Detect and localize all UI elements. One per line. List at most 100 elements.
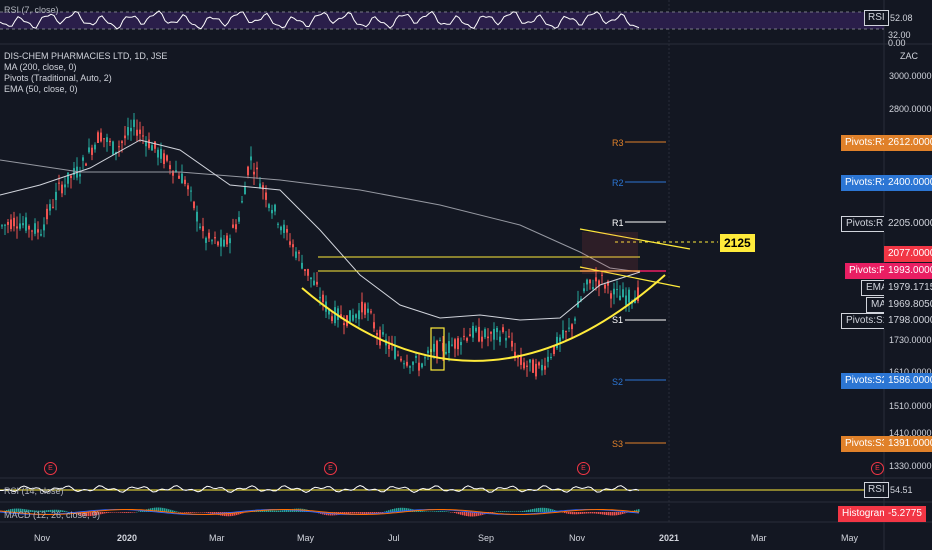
- candle-body: [265, 192, 267, 200]
- event-icon[interactable]: E: [44, 462, 57, 475]
- macd-histogram-bar: [194, 512, 196, 513]
- macd-histogram-bar: [634, 510, 636, 512]
- macd-histogram-bar: [584, 512, 586, 514]
- macd-histogram-bar: [40, 510, 42, 512]
- candle-body: [484, 329, 486, 338]
- macd-histogram-bar: [130, 512, 132, 513]
- candle-body: [4, 224, 6, 226]
- candle-body: [19, 223, 21, 229]
- event-icon[interactable]: E: [324, 462, 337, 475]
- macd-histogram-bar: [562, 512, 564, 513]
- macd-histogram-bar: [602, 512, 604, 515]
- macd-histogram-bar: [198, 512, 200, 513]
- last-price-tag: 2077.0000: [884, 246, 932, 262]
- candle-body: [595, 277, 597, 282]
- macd-histogram-bar: [46, 510, 48, 512]
- annotation-2125[interactable]: 2125: [720, 234, 755, 252]
- candle-body: [379, 329, 381, 346]
- rsi-line: [0, 10, 640, 30]
- macd-histogram-bar: [48, 510, 50, 512]
- macd-histogram-bar: [20, 508, 22, 512]
- candle-body: [178, 175, 180, 179]
- candle-body: [583, 288, 585, 292]
- macd-histogram-bar: [568, 512, 570, 514]
- macd-histogram-bar: [26, 509, 28, 512]
- bottom-rsi-value: 54.51: [890, 485, 913, 495]
- candle-body: [109, 140, 111, 143]
- event-icon[interactable]: E: [871, 462, 884, 475]
- top-rsi-value: 52.08: [890, 13, 913, 23]
- candle-body: [277, 223, 279, 225]
- macd-histogram-bar: [90, 512, 92, 517]
- macd-histogram-bar: [476, 512, 478, 517]
- candle-body: [496, 328, 498, 333]
- macd-histogram-bar: [494, 511, 496, 513]
- macd-histogram-bar: [518, 511, 520, 512]
- macd-histogram-bar: [390, 509, 392, 512]
- signal-line: [0, 509, 640, 515]
- candle-body: [562, 329, 564, 339]
- pivot-s1-tag: Pivots:S1: [841, 313, 894, 329]
- candle-body: [514, 351, 516, 359]
- event-icon[interactable]: E: [577, 462, 590, 475]
- candle-body: [331, 316, 333, 321]
- macd-histogram-bar: [140, 510, 142, 512]
- candle-body: [166, 155, 168, 161]
- candle-body: [49, 204, 51, 211]
- macd-histogram-bar: [170, 509, 172, 512]
- candle-body: [490, 332, 492, 334]
- macd-histogram-bar: [138, 511, 140, 512]
- macd-histogram-bar: [196, 512, 198, 513]
- candle-body: [373, 322, 375, 329]
- x-tick: Nov: [569, 533, 586, 543]
- macd-histogram-bar: [622, 512, 624, 515]
- candle-body: [451, 344, 453, 346]
- candle-body: [262, 185, 264, 190]
- macd-histogram-bar: [444, 511, 446, 512]
- candle-body: [448, 341, 450, 353]
- macd-histogram-bar: [490, 512, 492, 513]
- macd-histogram-bar: [402, 507, 404, 512]
- macd-histogram-bar: [512, 511, 514, 512]
- candle-body: [304, 269, 306, 271]
- candle-body: [547, 356, 549, 362]
- macd-histogram-bar: [458, 512, 460, 515]
- macd-histogram-bar: [158, 507, 160, 512]
- macd-histogram-bar: [504, 511, 506, 512]
- macd-histogram-bar: [380, 512, 382, 513]
- macd-histogram-bar: [278, 510, 280, 512]
- candle-body: [136, 129, 138, 136]
- macd-histogram-bar: [122, 512, 124, 513]
- candle-body: [418, 362, 420, 371]
- macd-histogram-bar: [394, 508, 396, 512]
- macd-histogram-bar: [616, 512, 618, 516]
- macd-histogram-bar: [112, 512, 114, 513]
- macd-histogram-bar: [442, 511, 444, 512]
- candle-body: [28, 225, 30, 230]
- x-tick: May: [297, 533, 315, 543]
- candle-body: [259, 183, 261, 189]
- candle-body: [31, 230, 33, 232]
- macd-histogram-bar: [16, 508, 18, 512]
- candle-body: [40, 234, 42, 236]
- candle-body: [121, 141, 123, 144]
- macd-histogram-bar: [204, 512, 206, 513]
- candle-body: [211, 240, 213, 242]
- pivot-s1-value: 1798.0000: [884, 313, 932, 329]
- macd-histogram-bar: [376, 512, 378, 514]
- candle-body: [589, 279, 591, 284]
- macd-histogram-bar: [116, 512, 118, 513]
- candle-body: [586, 279, 588, 285]
- macd-histogram-bar: [598, 512, 600, 514]
- candle-body: [577, 301, 579, 308]
- macd-histogram-bar: [406, 508, 408, 512]
- macd-histogram-bar: [636, 509, 638, 512]
- macd-histogram-bar: [522, 510, 524, 512]
- macd-histogram-bar: [202, 512, 204, 513]
- candle-body: [541, 364, 543, 371]
- macd-histogram-bar: [118, 512, 120, 513]
- macd-histogram-bar: [606, 512, 608, 516]
- candle-body: [361, 301, 363, 313]
